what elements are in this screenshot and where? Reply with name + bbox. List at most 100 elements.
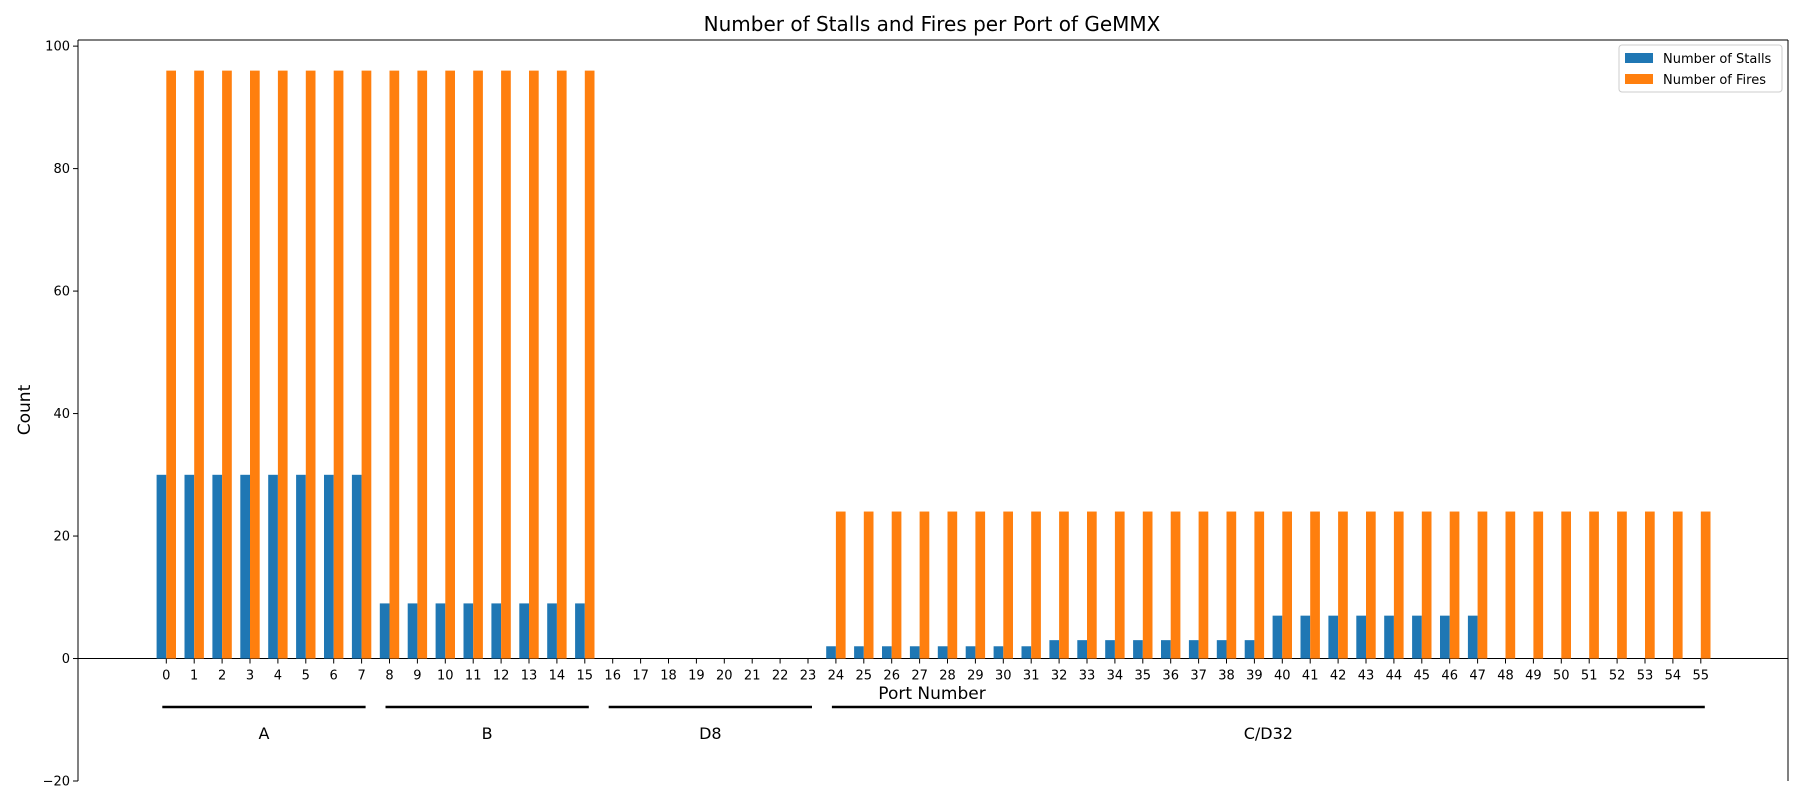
stalls-bar-43 [1356, 615, 1366, 659]
fires-bar-45 [1421, 511, 1432, 659]
stalls-bar-11 [463, 603, 474, 659]
x-tick-label-29: 29 [967, 669, 984, 684]
stalls-bar-32 [1049, 640, 1060, 659]
y-axis-label: Count [15, 384, 35, 435]
x-tick-label-49: 49 [1525, 669, 1542, 684]
x-tick-label-36: 36 [1162, 669, 1179, 684]
stalls-bar-47 [1467, 615, 1478, 659]
fires-bar-24 [835, 511, 846, 659]
fires-bar-52 [1617, 511, 1627, 659]
fires-bar-53 [1645, 511, 1655, 659]
x-tick-label-43: 43 [1358, 669, 1375, 684]
fires-bar-40 [1282, 511, 1292, 659]
x-axis-label: Port Number [878, 684, 985, 704]
fires-bar-8 [389, 70, 400, 659]
x-tick-label-25: 25 [856, 669, 873, 684]
fires-bar-30 [1003, 511, 1013, 659]
y-tick-label--20: −20 [43, 775, 70, 790]
x-tick-label-2: 2 [218, 669, 226, 684]
x-tick-label-38: 38 [1218, 669, 1235, 684]
stalls-bar-10 [435, 603, 446, 659]
y-tick-label-20: 20 [53, 530, 70, 545]
stalls-bar-37 [1188, 640, 1199, 659]
stalls-bar-30 [993, 646, 1004, 659]
x-tick-label-20: 20 [716, 669, 733, 684]
stalls-bar-36 [1161, 640, 1171, 659]
fires-bar-54 [1672, 511, 1683, 659]
fires-bar-3 [250, 70, 260, 659]
port-groups: A B D8 C/D32 [162, 705, 1705, 743]
fires-bar-44 [1393, 511, 1404, 659]
y-tick-label-80: 80 [53, 162, 70, 177]
fires-bar-10 [445, 70, 455, 659]
stalls-bar-33 [1077, 640, 1087, 659]
fires-bar-31 [1031, 511, 1041, 659]
stalls-bar-2 [212, 474, 223, 659]
fires-bar-11 [473, 70, 483, 659]
fires-bar-32 [1059, 511, 1069, 659]
x-tick-label-21: 21 [744, 669, 761, 684]
x-tick-label-5: 5 [302, 669, 310, 684]
x-tick-label-52: 52 [1609, 669, 1626, 684]
stalls-bar-0 [156, 474, 167, 659]
fires-bar-12 [501, 70, 511, 659]
x-tick-label-0: 0 [162, 669, 170, 684]
x-tick-label-7: 7 [357, 669, 365, 684]
x-tick-label-34: 34 [1107, 669, 1124, 684]
x-tick-label-40: 40 [1274, 669, 1291, 684]
x-tick-label-22: 22 [772, 669, 789, 684]
fires-bar-25 [863, 511, 874, 659]
fires-bar-41 [1310, 511, 1320, 659]
x-tick-label-35: 35 [1135, 669, 1152, 684]
fires-bar-1 [194, 70, 204, 659]
stalls-bar-34 [1105, 640, 1115, 659]
x-tick-label-51: 51 [1581, 669, 1598, 684]
fires-bar-43 [1366, 511, 1376, 659]
x-tick-label-13: 13 [521, 669, 538, 684]
x-tick-label-26: 26 [883, 669, 900, 684]
bars-group [156, 70, 1711, 659]
stalls-bar-28 [937, 646, 948, 659]
fires-bar-36 [1170, 511, 1181, 659]
x-tick-label-50: 50 [1553, 669, 1570, 684]
x-tick-label-30: 30 [995, 669, 1012, 684]
x-tick-label-24: 24 [828, 669, 845, 684]
stalls-bar-12 [491, 603, 502, 659]
fires-bar-6 [333, 70, 344, 659]
y-ticks-group: −20 0 20 40 60 80 100 [43, 40, 78, 790]
x-tick-label-47: 47 [1469, 669, 1486, 684]
stalls-bar-14 [547, 603, 557, 659]
fires-bar-2 [222, 70, 232, 659]
stalls-bar-35 [1133, 640, 1143, 659]
group-label-B: B [482, 724, 493, 743]
x-tick-label-1: 1 [190, 669, 198, 684]
x-tick-label-54: 54 [1665, 669, 1682, 684]
fires-bar-26 [891, 511, 902, 659]
x-tick-label-41: 41 [1302, 669, 1319, 684]
fires-bar-15 [584, 70, 595, 659]
x-tick-label-15: 15 [577, 669, 594, 684]
x-tick-label-16: 16 [604, 669, 621, 684]
x-tick-label-3: 3 [246, 669, 254, 684]
y-tick-label-40: 40 [53, 407, 70, 422]
stalls-bar-24 [826, 646, 836, 659]
fires-bar-35 [1142, 511, 1153, 659]
fires-bar-7 [361, 70, 372, 659]
fires-bar-48 [1505, 511, 1516, 659]
stalls-bar-39 [1244, 640, 1255, 659]
fires-bar-33 [1087, 511, 1097, 659]
stalls-bar-9 [407, 603, 418, 659]
x-tick-label-48: 48 [1497, 669, 1514, 684]
x-tick-label-6: 6 [330, 669, 338, 684]
group-label-A: A [258, 724, 269, 743]
stalls-bar-31 [1021, 646, 1032, 659]
fires-bar-47 [1477, 511, 1488, 659]
x-tick-label-44: 44 [1386, 669, 1403, 684]
y-tick-label-0: 0 [62, 652, 70, 667]
stalls-bar-38 [1216, 640, 1227, 659]
x-tick-label-42: 42 [1330, 669, 1347, 684]
y-tick-label-60: 60 [53, 285, 70, 300]
x-tick-label-28: 28 [939, 669, 956, 684]
fires-bar-14 [556, 70, 567, 659]
